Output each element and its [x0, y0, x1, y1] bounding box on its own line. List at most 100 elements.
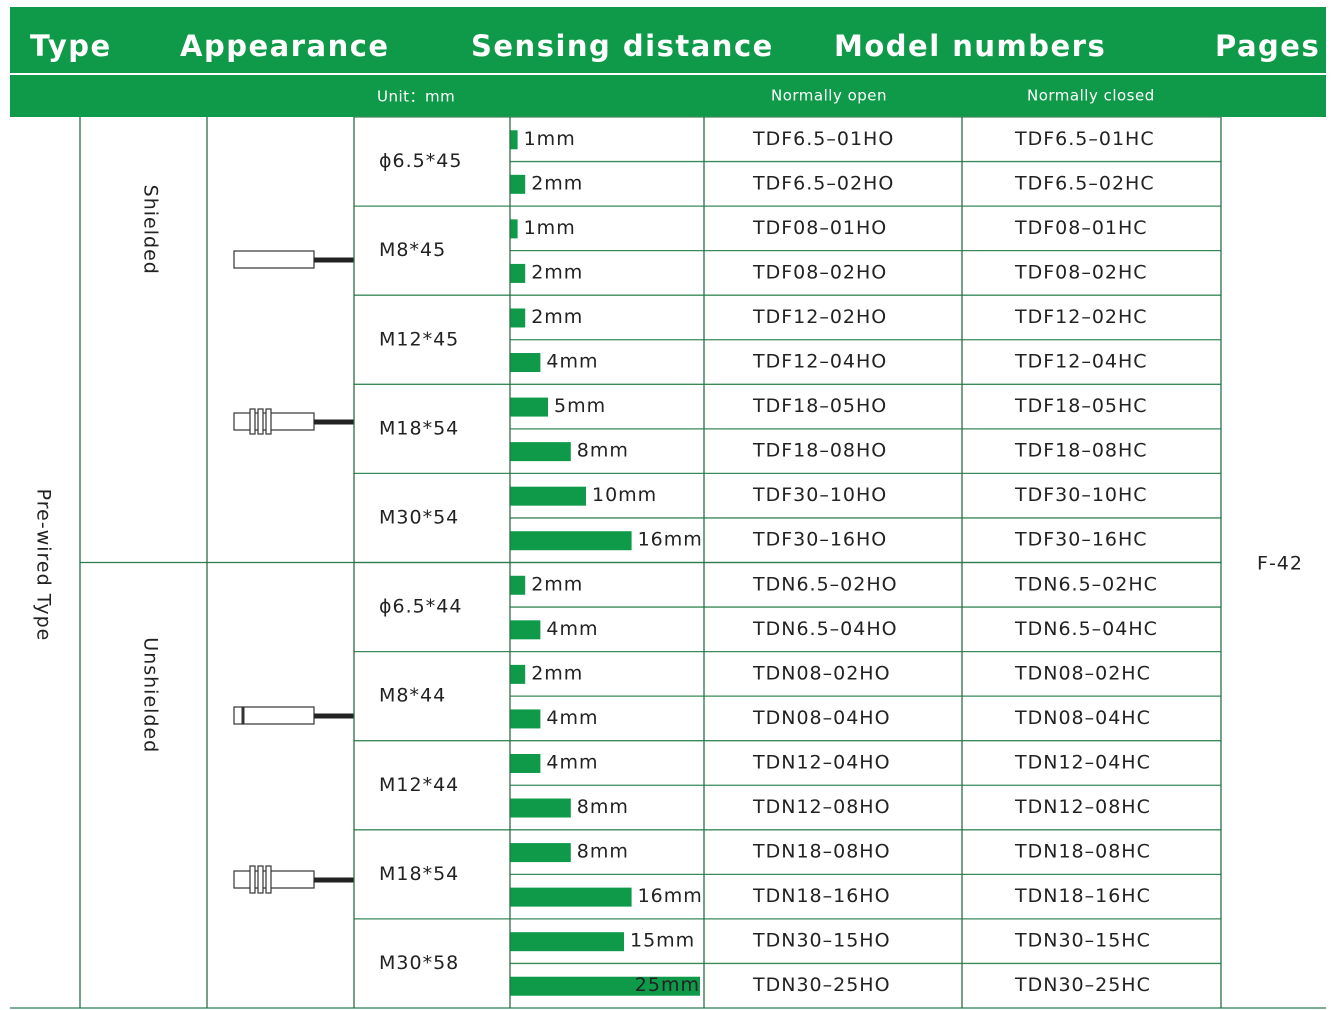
distance-bar — [510, 665, 525, 684]
distance-label: 16mm — [638, 885, 703, 907]
model-nc: TDN12–08HC — [1014, 796, 1151, 818]
distance-bar — [510, 888, 632, 907]
model-nc: TDN12–04HC — [1014, 751, 1151, 773]
distance-bar — [510, 353, 540, 372]
spec-table: Type Appearance Sensing distance Model n… — [0, 0, 1332, 1010]
size: M8*45 — [379, 239, 446, 261]
model-nc: TDF6.5–01HC — [1014, 128, 1155, 150]
distance-bar — [510, 576, 525, 595]
model-nc: TDF30–16HC — [1014, 529, 1148, 551]
model-nc: TDN6.5–04HC — [1014, 618, 1158, 640]
distance-label: 1mm — [524, 217, 576, 239]
size: M18*54 — [379, 863, 459, 885]
shielding-label: Unshielded — [140, 637, 162, 753]
distance-bar — [510, 799, 571, 818]
distance-label: 8mm — [577, 440, 629, 462]
model-nc: TDN30–15HC — [1014, 930, 1151, 952]
sub-header: Normally closed — [1027, 87, 1155, 105]
type-label: Pre-wired Type — [33, 489, 55, 642]
model-no: TDF18–05HO — [752, 395, 887, 417]
model-nc: TDF18–05HC — [1014, 395, 1148, 417]
shielding-label: Shielded — [140, 185, 162, 275]
model-nc: TDN18–08HC — [1014, 841, 1151, 863]
model-nc: TDN08–02HC — [1014, 662, 1151, 684]
unit: Unit：mm — [377, 88, 455, 106]
distance-label: 5mm — [554, 395, 606, 417]
size: M12*44 — [379, 774, 459, 796]
distance-label: 10mm — [592, 484, 657, 506]
model-no: TDN12–08HO — [752, 796, 891, 818]
model-no: TDF6.5–01HO — [752, 128, 894, 150]
model-no: TDN08–04HO — [752, 707, 891, 729]
sensor-icons — [234, 251, 354, 893]
distance-bar — [510, 219, 518, 238]
page-ref: F-42 — [1257, 553, 1303, 575]
distance-bar — [510, 175, 525, 194]
model-no: TDF12–02HO — [752, 306, 887, 328]
model-nc: TDF08–02HC — [1014, 261, 1148, 283]
distance-label: 4mm — [546, 751, 598, 773]
model-nc: TDF08–01HC — [1014, 217, 1148, 239]
distance-label: 2mm — [531, 261, 583, 283]
size: ϕ6.5*45 — [379, 150, 462, 172]
model-nc: TDN18–16HC — [1014, 885, 1151, 907]
distance-label: 2mm — [531, 573, 583, 595]
distance-label: 2mm — [531, 662, 583, 684]
model-nc: TDF30–10HC — [1014, 484, 1148, 506]
model-no: TDF12–04HO — [752, 351, 887, 373]
size: ϕ6.5*44 — [379, 596, 462, 618]
distance-bar — [510, 531, 632, 550]
distance-bar — [510, 932, 624, 951]
model-nc: TDF12–04HC — [1014, 351, 1148, 373]
header-title: Type — [30, 29, 112, 63]
model-no: TDF18–08HO — [752, 440, 887, 462]
distance-bar — [510, 398, 548, 417]
model-no: TDN08–02HO — [752, 662, 891, 684]
model-no: TDF08–01HO — [752, 217, 887, 239]
distance-bar — [510, 130, 518, 149]
model-no: TDN18–16HO — [752, 885, 891, 907]
model-nc: TDF12–02HC — [1014, 306, 1148, 328]
model-no: TDN6.5–04HO — [752, 618, 898, 640]
sub-header: Normally open — [771, 87, 887, 105]
distance-label: 4mm — [546, 351, 598, 373]
model-no: TDN30–15HO — [752, 930, 891, 952]
model-no: TDN12–04HO — [752, 751, 891, 773]
distance-label: 1mm — [524, 128, 576, 150]
model-no: TDN6.5–02HO — [752, 573, 898, 595]
header-title: Sensing distance — [471, 29, 774, 63]
distance-label: 16mm — [638, 529, 703, 551]
header-title: Model numbers — [834, 29, 1106, 63]
model-no: TDF08–02HO — [752, 261, 887, 283]
size: M30*58 — [379, 952, 459, 974]
distance-label: 2mm — [531, 306, 583, 328]
distance-bar — [510, 620, 540, 639]
model-nc: TDF6.5–02HC — [1014, 172, 1155, 194]
distance-label: 4mm — [546, 707, 598, 729]
distance-bar — [510, 843, 571, 862]
size: M18*54 — [379, 417, 459, 439]
size: M12*45 — [379, 328, 459, 350]
model-nc: TDN6.5–02HC — [1014, 573, 1158, 595]
model-no: TDF6.5–02HO — [752, 172, 894, 194]
distance-bar — [510, 264, 525, 283]
distance-label: 8mm — [577, 796, 629, 818]
model-nc: TDN08–04HC — [1014, 707, 1151, 729]
size: M8*44 — [379, 685, 446, 707]
distance-bar — [510, 308, 525, 327]
distance-bar — [510, 754, 540, 773]
distance-bar — [510, 442, 571, 461]
distance-bar — [510, 487, 586, 506]
model-no: TDN30–25HO — [752, 974, 891, 996]
size: M30*54 — [379, 506, 459, 528]
distance-label: 4mm — [546, 618, 598, 640]
model-no: TDF30–10HO — [752, 484, 887, 506]
distance-label: 25mm — [635, 974, 700, 996]
model-nc: TDN30–25HC — [1014, 974, 1151, 996]
header-title: Appearance — [180, 29, 390, 63]
distance-label: 15mm — [630, 930, 695, 952]
distance-bar — [510, 709, 540, 728]
model-nc: TDF18–08HC — [1014, 440, 1148, 462]
header-title: Pages — [1215, 29, 1320, 63]
distance-label: 2mm — [531, 172, 583, 194]
